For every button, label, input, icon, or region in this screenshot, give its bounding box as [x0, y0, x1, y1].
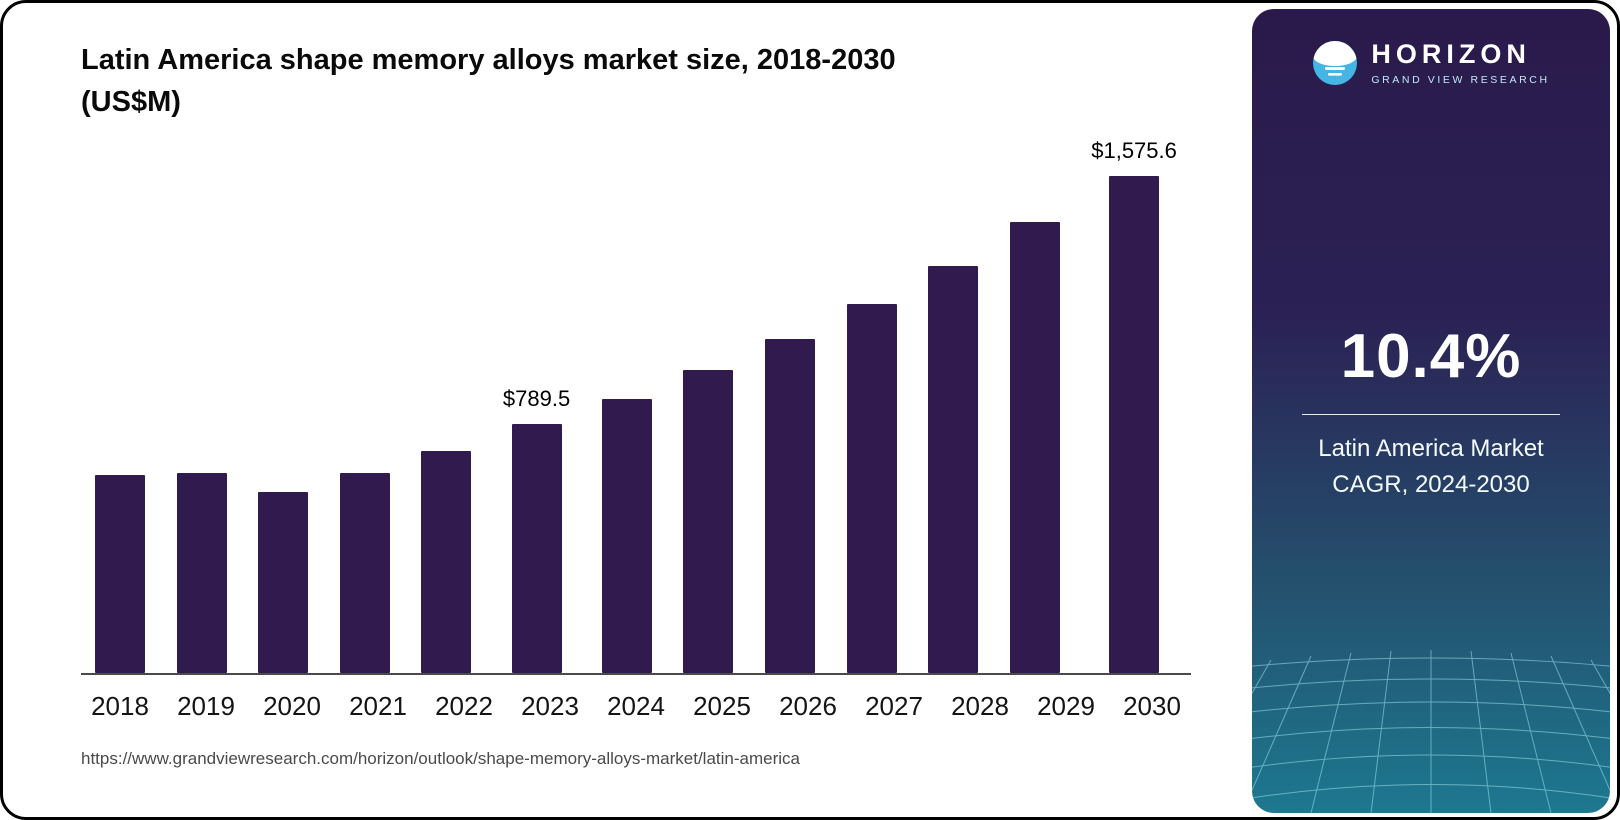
bar — [683, 370, 734, 673]
bar — [511, 424, 562, 673]
logo-subtitle: GRAND VIEW RESEARCH — [1371, 74, 1550, 86]
bar-slot: $1,575.6 — [1091, 138, 1177, 673]
bar — [764, 339, 815, 673]
source-url: https://www.grandviewresearch.com/horizo… — [81, 749, 800, 768]
x-axis-labels: 2018 2019 2020 2021 2022 2023 2024 2025 2026 2027… — [81, 691, 1191, 722]
x-axis-label: 2022 — [435, 691, 493, 721]
x-axis-label: 2027 — [865, 691, 923, 721]
stat-divider — [1302, 414, 1560, 415]
bar-value-label: $1,575.6 — [1091, 138, 1177, 163]
bar-slot — [95, 475, 145, 673]
x-axis-label: 2030 — [1123, 691, 1181, 721]
x-axis-label: 2021 — [349, 691, 407, 721]
x-axis-label: 2018 — [91, 691, 149, 721]
x-axis-label: 2028 — [951, 691, 1009, 721]
bar — [1009, 222, 1060, 673]
horizon-logo-icon — [1313, 40, 1358, 85]
horizon-logo: HORIZON GRAND VIEW RESEARCH — [1252, 39, 1610, 86]
bar — [95, 475, 145, 673]
cagr-label-line1: Latin America Market — [1318, 435, 1544, 462]
bar-slot — [258, 492, 309, 673]
cagr-label-line2: CAGR, 2024-2030 — [1332, 471, 1530, 498]
bar — [928, 266, 979, 673]
mesh-decoration-icon — [1252, 650, 1610, 813]
bar-slot — [339, 473, 390, 673]
sidebar: HORIZON GRAND VIEW RESEARCH 10.4% Latin … — [1252, 9, 1610, 813]
cagr-label: Latin America Market CAGR, 2024-2030 — [1252, 431, 1610, 503]
bar — [601, 399, 652, 673]
bar — [421, 451, 472, 673]
bar — [1109, 176, 1160, 673]
x-axis-label: 2025 — [693, 691, 751, 721]
x-axis-label: 2020 — [263, 691, 321, 721]
cagr-value: 10.4% — [1340, 322, 1522, 391]
chart-title: Latin America shape memory alloys market… — [81, 39, 1161, 123]
bar-chart: $789.5 $1,575.6 2018 2019 2020 2021 2022 2023 2… — [81, 138, 1191, 722]
x-axis-label: 2019 — [177, 691, 235, 721]
bar-value-label: $789.5 — [502, 386, 571, 411]
x-axis-label: 2029 — [1037, 691, 1095, 721]
x-axis-label: 2024 — [607, 691, 665, 721]
bar — [258, 492, 309, 673]
bar-slot — [764, 339, 815, 673]
bar — [339, 473, 390, 673]
plot-area: $789.5 $1,575.6 — [81, 138, 1191, 675]
chart-title-line1: Latin America shape memory alloys market… — [81, 44, 896, 76]
x-axis-label: 2023 — [521, 691, 579, 721]
bar-slot — [1009, 222, 1060, 673]
bar-slot — [683, 370, 734, 673]
bar-slot — [846, 304, 897, 673]
bar — [176, 473, 227, 673]
bar-slot: $789.5 — [503, 386, 570, 673]
cagr-stat: 10.4% Latin America Market CAGR, 2024-20… — [1252, 321, 1610, 503]
bar-slot — [928, 266, 979, 673]
chart-title-line2: (US$M) — [81, 86, 181, 119]
bar-slot — [601, 399, 652, 673]
bar-slot — [421, 451, 472, 673]
logo-title: HORIZON — [1371, 39, 1531, 69]
bar-slot — [176, 473, 227, 673]
x-axis-label: 2026 — [779, 691, 837, 721]
logo-text-block: HORIZON GRAND VIEW RESEARCH — [1371, 39, 1549, 86]
bar — [846, 304, 897, 673]
